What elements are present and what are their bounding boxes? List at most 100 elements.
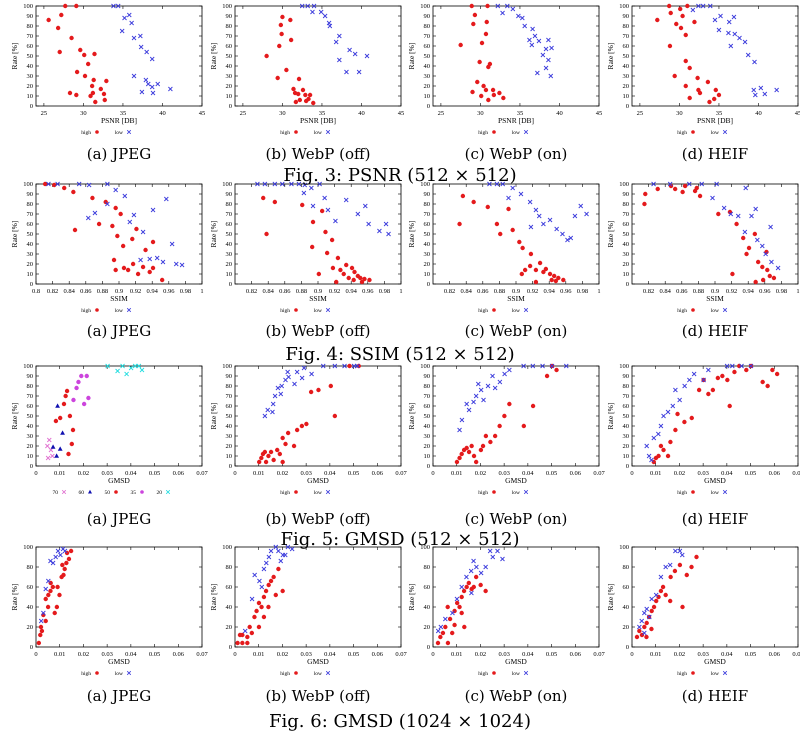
data-point-high (89, 83, 95, 89)
x-tick-label: 0.05 (745, 470, 756, 477)
data-point-high (649, 608, 654, 614)
data-point-high (466, 449, 472, 455)
data-point-low (673, 387, 678, 393)
y-tick-label: 60 (424, 403, 431, 410)
data-point-low (302, 182, 308, 188)
legend-marker (523, 307, 529, 313)
data-point-low (301, 190, 307, 196)
data-point-high (291, 86, 296, 92)
subfigure-caption: (b) WebP (off) (265, 322, 371, 340)
y-tick-label: 80 (424, 383, 431, 390)
data-point-low (272, 393, 278, 399)
y-tick-label: 0 (626, 463, 629, 470)
data-point-low (755, 237, 760, 243)
data-point-low (469, 590, 474, 596)
data-point-low (743, 185, 749, 191)
data-point-high (324, 250, 330, 256)
data-point-high (497, 90, 502, 96)
data-point-low (131, 35, 137, 41)
data-point-low (670, 403, 676, 409)
x-axis-label: GMSD (704, 476, 726, 485)
data-point-low (714, 181, 719, 187)
data-point-high (240, 640, 245, 646)
y-tick-label: 20 (623, 624, 630, 631)
legend-marker (722, 307, 728, 313)
y-axis-label: Rate [%] (606, 221, 615, 248)
x-tick-label: 0.84 (263, 288, 275, 295)
data-point-high (62, 566, 67, 572)
data-point-low (481, 397, 486, 403)
data-point-low (296, 181, 302, 187)
data-point-high (519, 271, 525, 277)
data-point-high (692, 19, 697, 25)
data-point-low (473, 393, 479, 399)
data-point-high (36, 640, 42, 646)
data-point-high (547, 271, 553, 277)
y-tick-label: 40 (424, 63, 431, 70)
data-point-high (247, 624, 252, 630)
subfigure-caption: (c) WebP (on) (464, 322, 568, 340)
x-tick-label: 0.03 (498, 651, 509, 658)
data-point-low (495, 548, 500, 554)
data-point-high (471, 453, 477, 459)
x-tick-label: 0.82 (643, 288, 654, 295)
data-point-high (744, 367, 749, 373)
x-tick-label: 0.06 (372, 470, 384, 477)
data-point-low (464, 401, 469, 407)
data-point-low (775, 265, 781, 271)
data-point-low (535, 70, 540, 76)
data-point-low (115, 3, 121, 9)
y-tick-label: 100 (23, 544, 33, 551)
plot-frame (631, 365, 799, 467)
y-tick-label: 20 (226, 443, 233, 450)
y-tick-label: 0 (427, 463, 430, 470)
data-point-low (351, 363, 357, 369)
y-tick-label: 40 (623, 241, 630, 248)
data-point-high (697, 193, 703, 199)
legend-marker (61, 489, 67, 495)
legend-marker (114, 490, 118, 494)
data-point-low (46, 181, 51, 187)
data-point-low (122, 15, 127, 21)
data-point-high (438, 634, 443, 640)
data-point-high (481, 83, 486, 89)
data-point-high (252, 614, 257, 620)
y-tick-label: 0 (229, 463, 232, 470)
data-point-60 (55, 403, 60, 408)
data-point-low (721, 205, 727, 211)
data-point-low (173, 261, 179, 267)
data-point-low (487, 181, 492, 187)
data-point-low (527, 199, 533, 205)
x-axis-label: GMSD (108, 657, 130, 666)
x-tick-label: 0.04 (125, 651, 137, 658)
y-tick-label: 20 (27, 443, 34, 450)
x-tick-label: 0.03 (101, 651, 112, 658)
data-point-low (140, 229, 146, 235)
data-point-50 (57, 415, 63, 421)
y-tick-label: 10 (623, 93, 630, 100)
data-point-high (658, 588, 664, 594)
legend-label: high (677, 130, 687, 136)
data-point-low (459, 417, 465, 423)
data-point-high (483, 588, 488, 594)
data-point-low (127, 219, 133, 225)
y-tick-label: 30 (424, 251, 431, 258)
data-point-high (316, 387, 321, 393)
data-point-low (43, 586, 49, 592)
y-tick-label: 90 (27, 13, 34, 20)
data-point-high (275, 75, 280, 81)
y-tick-label: 70 (27, 33, 34, 40)
data-point-35 (81, 401, 87, 407)
data-point-high (450, 630, 455, 636)
data-point-high (713, 87, 718, 93)
data-point-low (701, 377, 706, 383)
y-tick-label: 20 (424, 443, 431, 450)
data-point-low (644, 606, 650, 612)
y-axis-label: Rate [%] (606, 43, 615, 70)
x-tick-label: 45 (398, 110, 405, 117)
y-tick-label: 90 (623, 13, 630, 20)
data-point-low (483, 564, 488, 570)
data-point-high (263, 459, 269, 465)
legend-label: low (711, 490, 719, 496)
data-point-high (642, 624, 647, 630)
